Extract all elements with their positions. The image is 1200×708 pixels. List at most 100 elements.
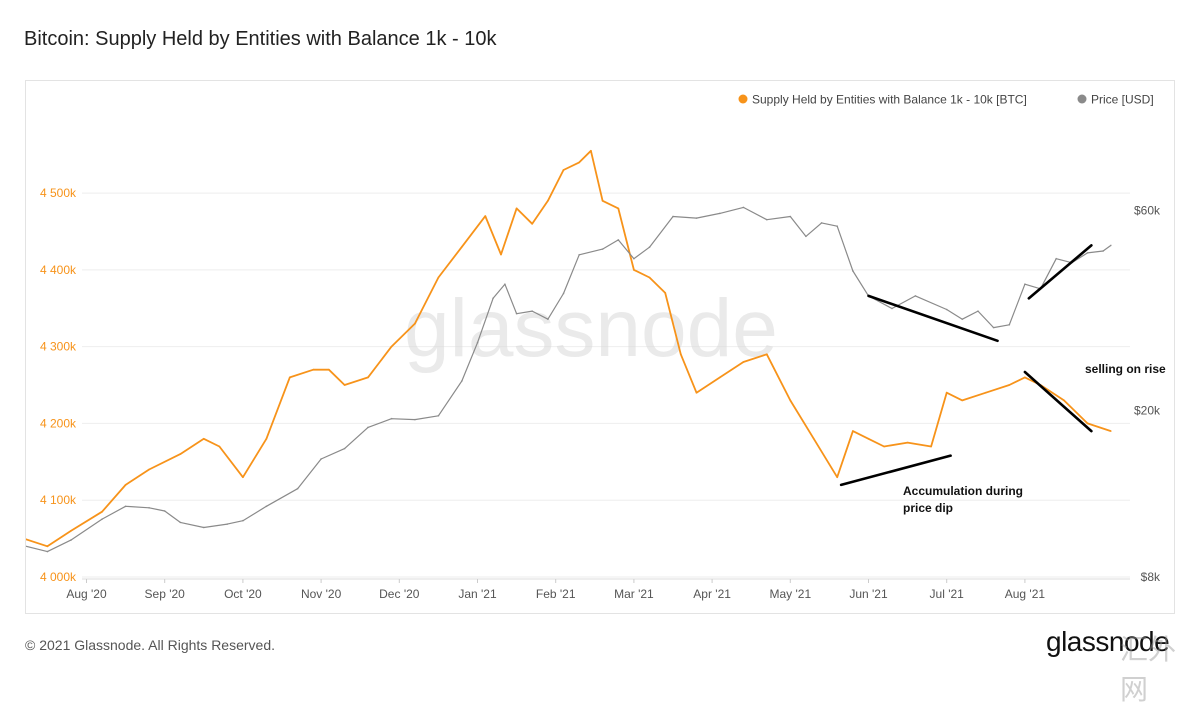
price-data-point — [765, 218, 768, 221]
x-tick-label: Jan '21 — [458, 587, 497, 601]
glassnode-logo[interactable]: glassnode — [1046, 626, 1170, 657]
legend-label-supply[interactable]: Supply Held by Entities with Balance 1k … — [752, 93, 1027, 107]
supply-data-point — [148, 468, 150, 471]
page-title: Bitcoin: Supply Held by Entities with Ba… — [24, 28, 497, 50]
supply-data-point — [1063, 399, 1065, 402]
supply-data-point — [70, 530, 72, 532]
price-data-point — [914, 295, 917, 297]
price-data-point — [46, 550, 49, 553]
price-data-point — [367, 426, 369, 429]
price-data-point — [977, 310, 979, 312]
price-data-point — [547, 318, 549, 321]
legend-label-price[interactable]: Price [USD] — [1091, 93, 1154, 107]
price-data-point — [265, 505, 268, 508]
y-right-tick-label: $20k — [1134, 403, 1161, 417]
supply-data-point — [390, 345, 393, 348]
x-tick-label: Aug '21 — [1005, 587, 1046, 601]
y-left-tick-label: 4 200k — [40, 416, 77, 430]
price-data-point — [562, 292, 565, 295]
supply-data-point — [414, 322, 416, 325]
gridlines — [82, 192, 1130, 578]
supply-data-point — [765, 353, 768, 356]
annotations: Accumulation during price dip selling on… — [903, 362, 1166, 515]
price-data-point — [719, 212, 721, 215]
price-data-point — [437, 414, 440, 417]
supply-data-point — [1110, 430, 1112, 432]
supply-data-point — [1086, 422, 1089, 425]
x-tick-label: Dec '20 — [379, 587, 420, 601]
price-data-point — [742, 206, 745, 209]
price-data-point — [1008, 323, 1011, 326]
price-data-point — [504, 283, 506, 286]
y-left-tick-label: 4 000k — [40, 570, 77, 584]
supply-data-point — [484, 215, 487, 218]
supply-data-point — [242, 476, 244, 479]
price-data-point — [476, 341, 479, 344]
supply-data-point — [1024, 376, 1026, 379]
trendlines — [839, 244, 1093, 487]
price-data-point — [492, 297, 494, 300]
supply-data-point — [648, 276, 651, 279]
supply-data-point — [562, 169, 565, 171]
supply-data-point — [961, 399, 964, 402]
supply-data-point — [312, 368, 315, 371]
price-data-point — [891, 307, 893, 310]
y-right-tick-label: $8k — [1141, 570, 1161, 584]
chart-frame: glassnode 4 000k 4 100k 4 200k 4 300k 4 400k… — [25, 80, 1175, 614]
supply-data-point — [288, 376, 291, 379]
supply-data-point — [719, 376, 721, 379]
price-data-point — [578, 253, 581, 256]
price-data-point — [226, 523, 229, 525]
supply-data-point — [179, 453, 182, 455]
supply-data-point — [789, 399, 792, 402]
x-tick-label: Aug '20 — [66, 587, 107, 601]
series-layer — [26, 149, 1112, 553]
price-data-point — [820, 222, 823, 224]
supply-data-point — [437, 276, 440, 279]
price-data-point — [648, 246, 651, 249]
price-data-point — [202, 526, 205, 529]
supply-data-point — [883, 445, 885, 448]
price-data-point — [101, 518, 103, 520]
price-data-point — [672, 215, 674, 218]
price-data-point — [836, 225, 839, 228]
price-data-point — [992, 326, 995, 329]
price-data-point — [148, 506, 150, 509]
legend[interactable]: Supply Held by Entities with Balance 1k … — [738, 93, 1154, 107]
y-right-tick-label: $60k — [1134, 203, 1161, 217]
corner-watermark: 汇外网 — [1120, 633, 1177, 706]
price-data-point — [124, 505, 127, 508]
price-data-point — [789, 215, 792, 218]
supply-data-point — [578, 161, 581, 164]
x-tick-label: Mar '21 — [614, 587, 654, 601]
annotation-accumulation-line1: Accumulation during — [903, 484, 1023, 498]
y-left-tick-label: 4 500k — [40, 186, 77, 200]
supply-data-point — [547, 199, 549, 202]
trendline — [1027, 244, 1093, 300]
price-data-point — [414, 418, 416, 421]
price-data-point — [70, 539, 72, 541]
supply-data-point — [984, 391, 987, 394]
supply-data-point — [202, 437, 205, 440]
supply-data-point — [46, 545, 49, 548]
annotation-accumulation-line2: price dip — [903, 501, 953, 515]
supply-data-point — [617, 207, 620, 210]
supply-data-point — [695, 391, 698, 394]
y-left-tick-label: 4 100k — [40, 493, 77, 507]
supply-data-point — [945, 391, 948, 394]
supply-data-point — [124, 484, 127, 486]
supply-data-point — [328, 368, 330, 371]
price-data-point — [296, 487, 299, 490]
footer-copyright: © 2021 Glassnode. All Rights Reserved. — [25, 637, 276, 653]
price-data-point — [179, 521, 182, 524]
price-data-point — [1086, 252, 1089, 254]
price-data-point — [242, 519, 244, 522]
price-data-point — [515, 312, 518, 315]
x-tick-label: May '21 — [769, 587, 811, 601]
supply-data-point — [515, 207, 518, 210]
price-data-point — [1110, 244, 1112, 247]
x-tick-label: Oct '20 — [224, 587, 262, 601]
supply-data-point — [930, 445, 932, 448]
supply-data-point — [101, 510, 103, 513]
price-data-point — [461, 380, 463, 382]
